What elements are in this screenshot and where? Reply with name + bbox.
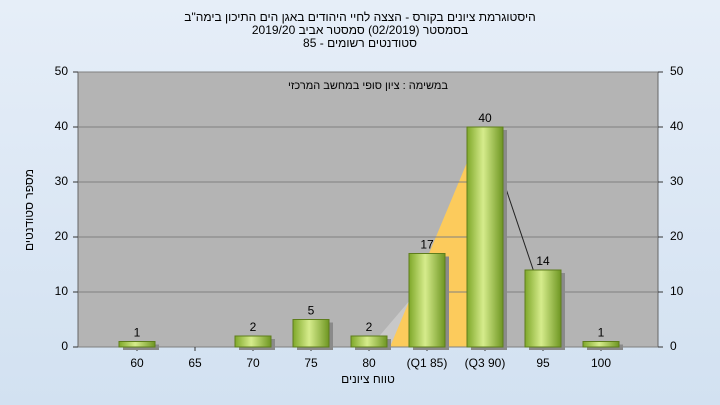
y-tick-label: 20: [670, 229, 684, 243]
data-label: 2: [366, 320, 373, 334]
y-tick-label: 40: [55, 119, 69, 133]
chart-title: סטודנטים רשומים - 85: [303, 36, 417, 50]
data-label: 1: [134, 326, 141, 340]
data-label: 2: [250, 320, 257, 334]
y-tick-label: 50: [670, 64, 684, 78]
data-label: 14: [536, 254, 550, 268]
x-tick-label: (Q1 85): [407, 356, 448, 370]
y-tick-label: 30: [55, 174, 69, 188]
y-tick-label: 0: [61, 339, 68, 353]
plot-area: [77, 71, 659, 348]
chart-subtitle: במשימה : ציון סופי במחשב המרכזי: [288, 80, 448, 92]
y-tick-label: 30: [670, 174, 684, 188]
x-tick-label: 80: [362, 356, 376, 370]
bar: [234, 335, 272, 348]
bar: [466, 126, 504, 348]
bar: [292, 319, 330, 348]
chart-title: בסמסטר (02/2019) סמסטר אביב 2019/20: [252, 23, 468, 37]
y-tick-label: 10: [55, 284, 69, 298]
x-tick-label: 100: [591, 356, 611, 370]
y-axis-label: מספר סטודנטים: [22, 169, 36, 251]
y-tick-label: 50: [55, 64, 69, 78]
y-tick-label: 40: [670, 119, 684, 133]
x-tick-label: 65: [188, 356, 202, 370]
y-tick-label: 0: [670, 339, 677, 353]
data-label: 5: [308, 304, 315, 318]
bar: [582, 341, 620, 348]
data-label: 40: [478, 111, 492, 125]
bar: [118, 341, 156, 348]
data-label: 1: [598, 326, 605, 340]
y-tick-label: 20: [55, 229, 69, 243]
bar: [524, 269, 562, 348]
chart-title: היסטוגרמת ציונים בקורס - הצצה לחיי היהוד…: [184, 10, 535, 24]
y-tick-label: 10: [670, 284, 684, 298]
x-tick-label: 95: [536, 356, 550, 370]
x-tick-label: 75: [304, 356, 318, 370]
data-label: 17: [420, 238, 434, 252]
x-tick-label: (Q3 90): [465, 356, 506, 370]
bar: [350, 335, 388, 348]
bar: [408, 253, 446, 348]
x-tick-label: 60: [130, 356, 144, 370]
x-axis-label: טווח ציונים: [341, 372, 395, 386]
x-tick-label: 70: [246, 356, 260, 370]
